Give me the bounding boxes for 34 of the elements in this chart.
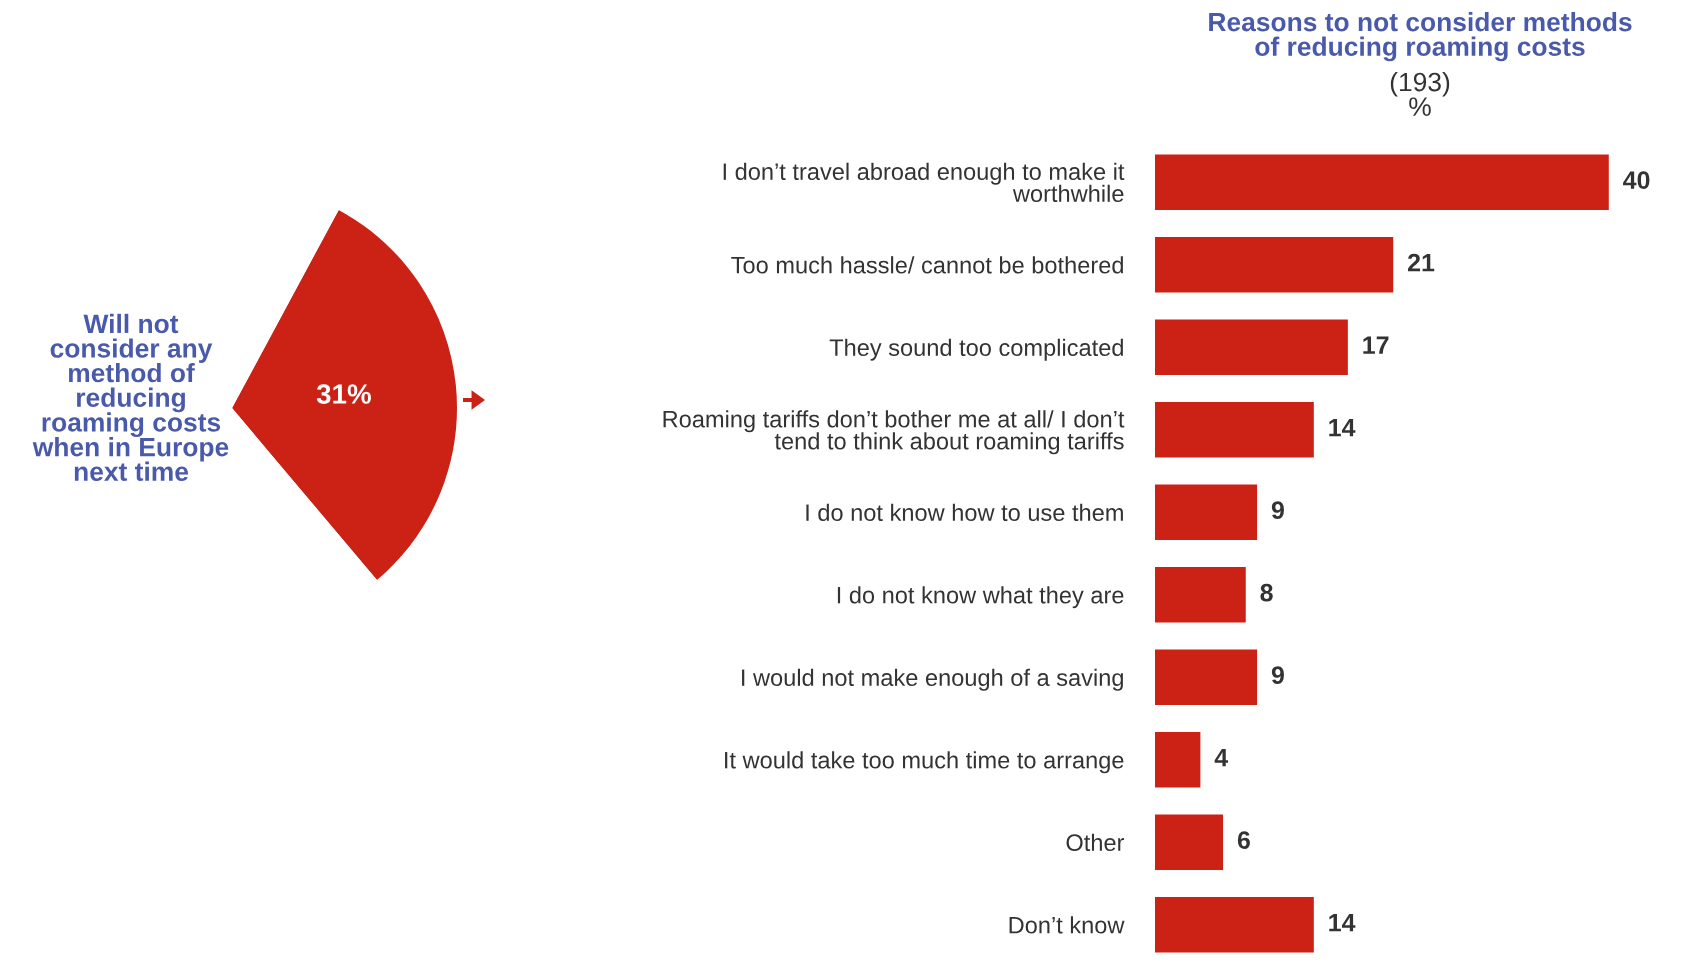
y-tick-label: I do not know what they are xyxy=(837,586,1124,609)
text: Will not consider any method of reducing roaming costs when in Europe next time xyxy=(32,313,229,481)
y-tick-label: I do not know how to use them xyxy=(806,503,1123,522)
data-label: 21 xyxy=(1407,253,1435,272)
bar xyxy=(1155,237,1394,293)
bar xyxy=(1155,897,1314,953)
y-tick-label: I would not make enough of a saving xyxy=(742,668,1123,691)
y-tick-label: I don’t travel abroad enough to make it worthwhile xyxy=(723,162,1125,203)
data-label: 9 xyxy=(1271,501,1284,519)
bar xyxy=(1155,814,1224,870)
data-label: 14 xyxy=(1329,419,1356,437)
data-label: 14 xyxy=(1329,914,1356,932)
y-tick-label: Roaming tariffs don’t bother me at all/ I don’t tend to think about roaming tariffs xyxy=(663,410,1125,455)
bar xyxy=(1155,567,1246,623)
data-label: 17 xyxy=(1363,336,1389,354)
bar xyxy=(1155,154,1609,210)
chart-subtitle: (193) % xyxy=(1390,72,1450,116)
y-tick-label: They sound too complicated xyxy=(829,338,1123,361)
data-label: 31% xyxy=(316,384,371,404)
y-tick-label: Don’t know xyxy=(1009,916,1125,934)
bar xyxy=(1155,484,1258,540)
data-label: 6 xyxy=(1237,831,1250,849)
chart-title: Reasons to not consider methods of reducing roaming costs xyxy=(1209,12,1632,62)
y-tick-label: Other xyxy=(1066,833,1125,852)
y-tick-label: It would take too much time to arrange xyxy=(725,751,1124,774)
bar xyxy=(1155,649,1258,705)
bar xyxy=(1155,319,1348,375)
data-label: 40 xyxy=(1623,171,1650,189)
data-label: 9 xyxy=(1271,666,1284,684)
data-label: 4 xyxy=(1214,749,1229,767)
data-label: 8 xyxy=(1260,583,1273,602)
y-tick-label: Too much hassle/ cannot be bothered xyxy=(731,256,1123,274)
bar xyxy=(1155,402,1314,458)
bar xyxy=(1155,732,1201,788)
